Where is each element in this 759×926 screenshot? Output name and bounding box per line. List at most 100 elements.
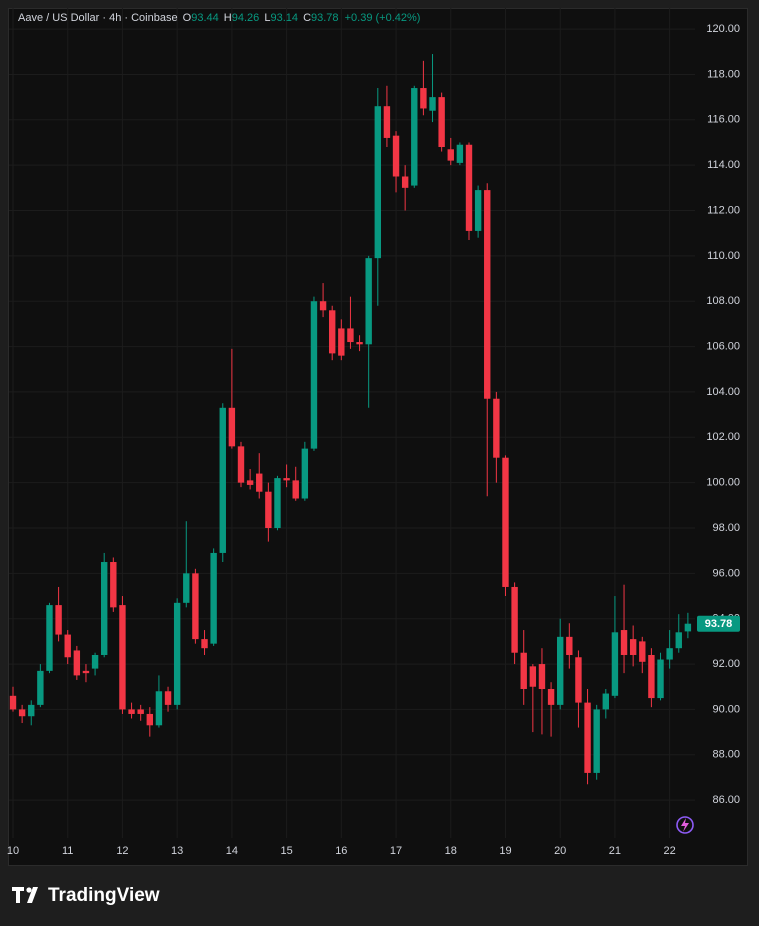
candle-body bbox=[155, 691, 163, 726]
candle-body bbox=[611, 632, 619, 696]
candle-body bbox=[648, 654, 655, 699]
candle-body bbox=[602, 693, 609, 710]
candle-body bbox=[474, 190, 482, 231]
y-tick-label: 90.00 bbox=[712, 703, 740, 715]
candle-body bbox=[274, 478, 281, 528]
x-tick-label: 20 bbox=[554, 845, 566, 857]
x-tick-label: 19 bbox=[499, 845, 511, 857]
candle-body bbox=[447, 149, 454, 161]
icon-ring bbox=[676, 816, 694, 834]
candle-body bbox=[411, 88, 418, 186]
y-tick-label: 100.00 bbox=[706, 477, 740, 489]
candle-body bbox=[657, 659, 664, 699]
candle-body bbox=[465, 144, 473, 231]
y-tick-label: 120.00 bbox=[706, 23, 740, 35]
candle-body bbox=[429, 97, 436, 111]
candle-body bbox=[237, 446, 245, 483]
candle-body bbox=[374, 106, 381, 259]
candle-body bbox=[557, 636, 564, 705]
candle-body bbox=[37, 670, 44, 705]
candle-body bbox=[201, 639, 208, 649]
candle-body bbox=[301, 448, 309, 499]
replay-icon[interactable] bbox=[676, 816, 694, 834]
x-tick-label: 13 bbox=[171, 845, 183, 857]
legend-header: Aave / US Dollar · 4h · Coinbase O93.44 … bbox=[18, 12, 420, 24]
candle-body bbox=[356, 342, 363, 345]
candle-body bbox=[383, 106, 391, 138]
x-tick-label: 11 bbox=[62, 845, 73, 857]
candle-body bbox=[547, 689, 555, 705]
candle-body bbox=[18, 709, 26, 717]
candle-body bbox=[137, 709, 144, 714]
y-tick-label: 102.00 bbox=[706, 431, 740, 443]
y-tick-label: 104.00 bbox=[706, 386, 740, 398]
y-tick-label: 110.00 bbox=[707, 250, 740, 262]
candle-body bbox=[146, 713, 153, 726]
x-tick-label: 17 bbox=[390, 845, 402, 857]
candle-body bbox=[283, 478, 290, 481]
candle-body bbox=[310, 301, 318, 449]
candle-body bbox=[338, 328, 345, 356]
x-tick-label: 22 bbox=[664, 845, 676, 857]
candle-body bbox=[566, 636, 573, 655]
open-value: 93.44 bbox=[191, 12, 219, 24]
candle-body bbox=[164, 691, 172, 705]
candle-body bbox=[456, 144, 464, 163]
candle-body bbox=[629, 639, 637, 655]
candle-body bbox=[73, 650, 81, 676]
brand-logo: TradingView bbox=[12, 885, 160, 906]
low-label: L bbox=[264, 12, 270, 24]
y-tick-label: 86.00 bbox=[712, 794, 740, 806]
candle-body bbox=[82, 670, 90, 674]
y-tick-label: 114.00 bbox=[707, 159, 740, 171]
candles bbox=[9, 54, 692, 785]
brand-name: TradingView bbox=[48, 885, 160, 906]
candle-body bbox=[584, 702, 591, 773]
candle-body bbox=[538, 664, 546, 690]
y-tick-label: 92.00 bbox=[712, 658, 740, 670]
candle-body bbox=[101, 562, 108, 655]
candle-body bbox=[55, 605, 62, 635]
x-tick-label: 12 bbox=[116, 845, 128, 857]
candle-body bbox=[529, 666, 537, 687]
logo-t bbox=[12, 887, 24, 903]
change: +0.39 (+0.42%) bbox=[345, 12, 421, 24]
candle-body bbox=[438, 97, 445, 148]
candle-body bbox=[292, 480, 299, 499]
candle-body bbox=[493, 398, 500, 458]
x-tick-label: 21 bbox=[609, 845, 621, 857]
candle-body bbox=[228, 407, 236, 447]
candle-body bbox=[119, 605, 126, 710]
symbol: Aave / US Dollar · 4h · Coinbase bbox=[18, 12, 178, 24]
candle-body bbox=[420, 88, 427, 109]
candle-body bbox=[502, 457, 509, 587]
candle-body bbox=[192, 573, 199, 640]
y-tick-label: 96.00 bbox=[712, 567, 740, 579]
candle-body bbox=[329, 310, 336, 354]
candle-body bbox=[128, 709, 135, 714]
logo-v bbox=[27, 887, 38, 903]
y-tick-label: 112.00 bbox=[707, 204, 740, 216]
candle-body bbox=[575, 657, 582, 703]
high-label: H bbox=[224, 12, 232, 24]
last-price-label: 93.78 bbox=[705, 618, 733, 630]
candle-body bbox=[347, 328, 354, 343]
x-tick-label: 18 bbox=[445, 845, 457, 857]
candle-body bbox=[593, 709, 600, 773]
low-value: 93.14 bbox=[270, 12, 298, 24]
candle-body bbox=[110, 562, 117, 608]
x-tick-label: 15 bbox=[280, 845, 292, 857]
y-tick-label: 108.00 bbox=[706, 295, 740, 307]
x-tick-label: 14 bbox=[226, 845, 238, 857]
last-price-box bbox=[697, 615, 740, 632]
y-tick-label: 118.00 bbox=[707, 68, 740, 80]
candle-body bbox=[319, 301, 327, 311]
candle-body bbox=[219, 407, 226, 553]
y-tick-label: 106.00 bbox=[706, 340, 740, 352]
logo-dot bbox=[26, 887, 32, 893]
candle-body bbox=[392, 135, 400, 177]
candle-body bbox=[28, 704, 35, 717]
high-value: 94.26 bbox=[232, 12, 260, 24]
y-tick-label: 88.00 bbox=[712, 749, 740, 761]
candle-body bbox=[401, 176, 409, 188]
